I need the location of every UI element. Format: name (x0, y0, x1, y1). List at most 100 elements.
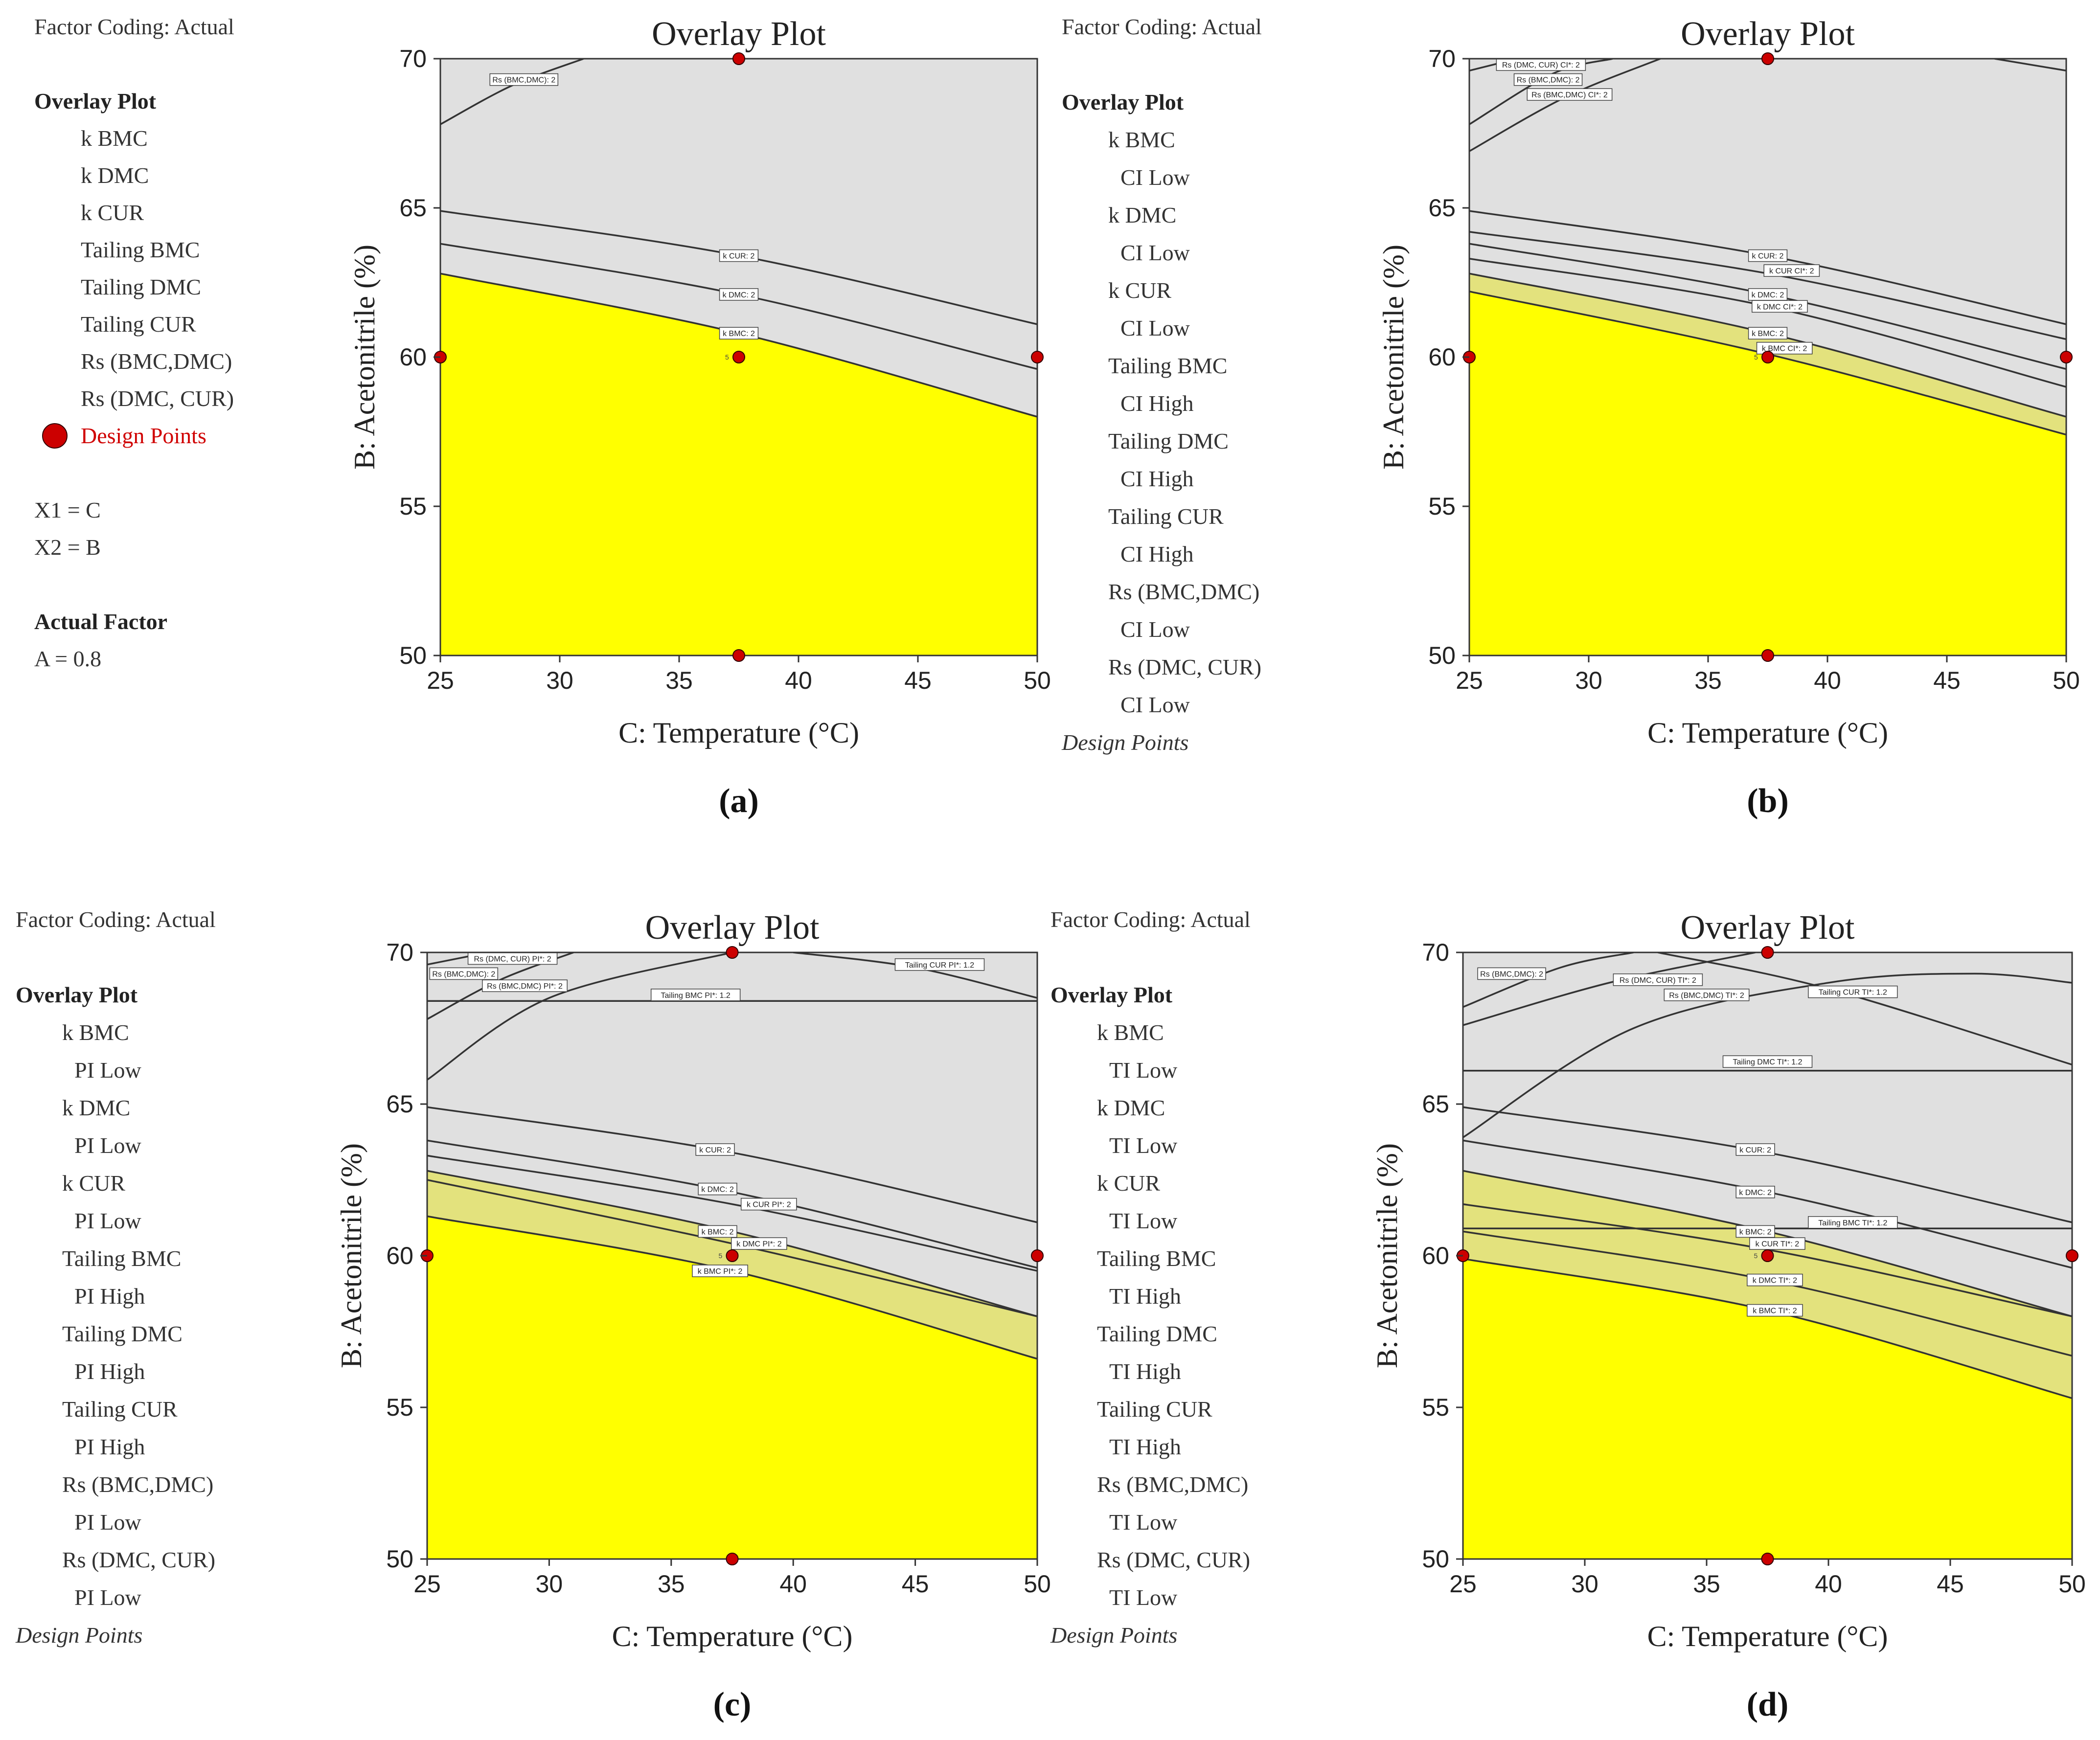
plot-area (440, 59, 1037, 655)
contour-label-text: Rs (BMC,DMC) PI*: 2 (487, 982, 563, 991)
design-point (732, 649, 745, 662)
contour-label-box (1752, 300, 1808, 313)
contour-label: k BMC: 2 (719, 327, 759, 339)
contour-label-text: k DMC TI*: 2 (1753, 1277, 1797, 1285)
legend-item: PI Low (74, 1058, 142, 1083)
legend: Factor Coding: Actual Overlay Plot k BMC CI… (1061, 14, 1262, 755)
chart-title: Overlay Plot (1681, 15, 1855, 53)
contour-label: Tailing CUR TI*: 1.2 (1808, 985, 1898, 998)
design-point (732, 52, 745, 65)
plot-area (1463, 952, 2072, 1559)
legend-item: k CUR (62, 1171, 125, 1196)
contour-label-box (740, 1198, 797, 1211)
contour-label-text: k CUR PI*: 2 (747, 1201, 791, 1209)
legend-item: Tailing CUR (81, 312, 196, 337)
y-tick-label: 50 (1428, 642, 1456, 669)
contour-line (427, 1154, 1037, 1272)
contour-label-box (1613, 973, 1703, 986)
contour-label: k BMC: 2 (1735, 1225, 1775, 1238)
contour-label-box (1749, 1237, 1805, 1250)
contour-label: k DMC PI*: 2 (731, 1237, 787, 1250)
y-tick-label: 55 (386, 1394, 413, 1421)
feasible-region (1469, 291, 2066, 655)
design-point (2066, 1249, 2078, 1262)
design-point (1761, 946, 1774, 959)
legend-item: k CUR (1108, 278, 1171, 303)
design-point (726, 1249, 739, 1262)
contour-label: k CUR: 2 (695, 1143, 735, 1156)
y-tick-label: 55 (399, 493, 427, 520)
contour-label-text: Tailing DMC TI*: 1.2 (1733, 1058, 1803, 1066)
contour-label-box (1763, 264, 1820, 277)
legend-item: Tailing CUR (62, 1397, 178, 1422)
contour-label-text: k BMC PI*: 2 (698, 1267, 743, 1276)
x-tick-label: 40 (779, 1570, 807, 1598)
contour-label: Tailing CUR PI*: 1.2 (894, 958, 985, 971)
contour-label-box (698, 1182, 737, 1196)
legend-item: Tailing DMC (81, 274, 201, 299)
legend-extra: X2 = B (34, 535, 101, 560)
legend-section: Overlay Plot (1050, 982, 1173, 1007)
legend-item: CI High (1120, 391, 1194, 416)
y-axis-label: B: Acetonitrile (%) (1377, 245, 1410, 470)
contour-label: k CUR PI*: 2 (740, 1198, 797, 1211)
y-tick-label: 65 (399, 194, 427, 222)
y-axis-label: B: Acetonitrile (%) (335, 1143, 367, 1368)
contour-label-text: Rs (BMC,DMC): 2 (1517, 76, 1580, 85)
x-tick-label: 40 (785, 667, 812, 694)
x-axis-label: C: Temperature (°C) (618, 717, 859, 749)
contour-label: k BMC: 2 (698, 1225, 737, 1238)
y-tick-label: 50 (386, 1545, 413, 1573)
contour-label-text: k BMC: 2 (702, 1228, 734, 1236)
design-point (726, 946, 739, 959)
center-point-count: 5 (1754, 1252, 1758, 1260)
contour-label-text: k DMC: 2 (1752, 291, 1784, 299)
contour-label-box (467, 952, 558, 965)
y-tick-label: 60 (1422, 1242, 1449, 1269)
legend-item: TI High (1109, 1434, 1181, 1459)
legend-actual-factor: A = 0.8 (34, 646, 101, 671)
x-tick-label: 45 (904, 667, 932, 694)
legend-item: PI Low (74, 1133, 142, 1158)
contour-label-box (1735, 1186, 1775, 1198)
legend-item: PI High (74, 1284, 145, 1309)
legend-item: Tailing DMC (1108, 429, 1229, 453)
y-axis-label: B: Acetonitrile (%) (348, 245, 381, 470)
x-tick-label: 35 (1693, 1570, 1720, 1598)
center-point-count: 5 (1754, 353, 1758, 361)
x-tick-label: 35 (665, 667, 693, 694)
legend-item: CI Low (1120, 240, 1190, 265)
contour-label-text: k BMC: 2 (1739, 1228, 1772, 1236)
contour-label-box (1748, 327, 1788, 339)
legend-design-points: Design Points (1061, 730, 1188, 755)
legend-item: TI High (1109, 1359, 1181, 1384)
x-tick-label: 30 (1575, 667, 1602, 694)
contour-label-box (698, 1225, 737, 1238)
x-tick-label: 30 (1571, 1570, 1598, 1598)
legend-item: k BMC (1097, 1020, 1164, 1045)
legend-header: Factor Coding: Actual (16, 907, 216, 932)
panel-a: k CUR: 2 k DMC: 2 k BMC: 2 Rs (BMC,DMC): 2 5… (34, 14, 1051, 820)
legend-design-points: Design Points (1050, 1623, 1177, 1648)
contour-label-text: Tailing CUR TI*: 1.2 (1819, 989, 1887, 997)
legend-header: Factor Coding: Actual (34, 14, 234, 39)
x-tick-label: 50 (1024, 667, 1051, 694)
contour-label: Rs (BMC,DMC): 2 (1513, 73, 1583, 86)
legend-section: Overlay Plot (16, 982, 138, 1007)
design-point (1031, 1249, 1044, 1262)
panel-label: (d) (1747, 1686, 1789, 1723)
contour-label: k CUR: 2 (1748, 249, 1788, 262)
contour-label-box (894, 958, 985, 971)
contour-label-box (482, 979, 568, 992)
panel-label: (b) (1747, 782, 1789, 820)
contour-label-box (1722, 1055, 1813, 1068)
feasible-region (440, 273, 1037, 655)
contour-label: Rs (BMC,DMC): 2 (1477, 967, 1546, 980)
contour-label-box (1735, 1143, 1775, 1156)
design-point (732, 351, 745, 363)
x-tick-label: 40 (1814, 667, 1841, 694)
contour-label-text: k DMC: 2 (723, 291, 755, 299)
contour-label-text: k BMC CI*: 2 (1762, 345, 1807, 353)
contour-label-box (695, 1143, 735, 1156)
